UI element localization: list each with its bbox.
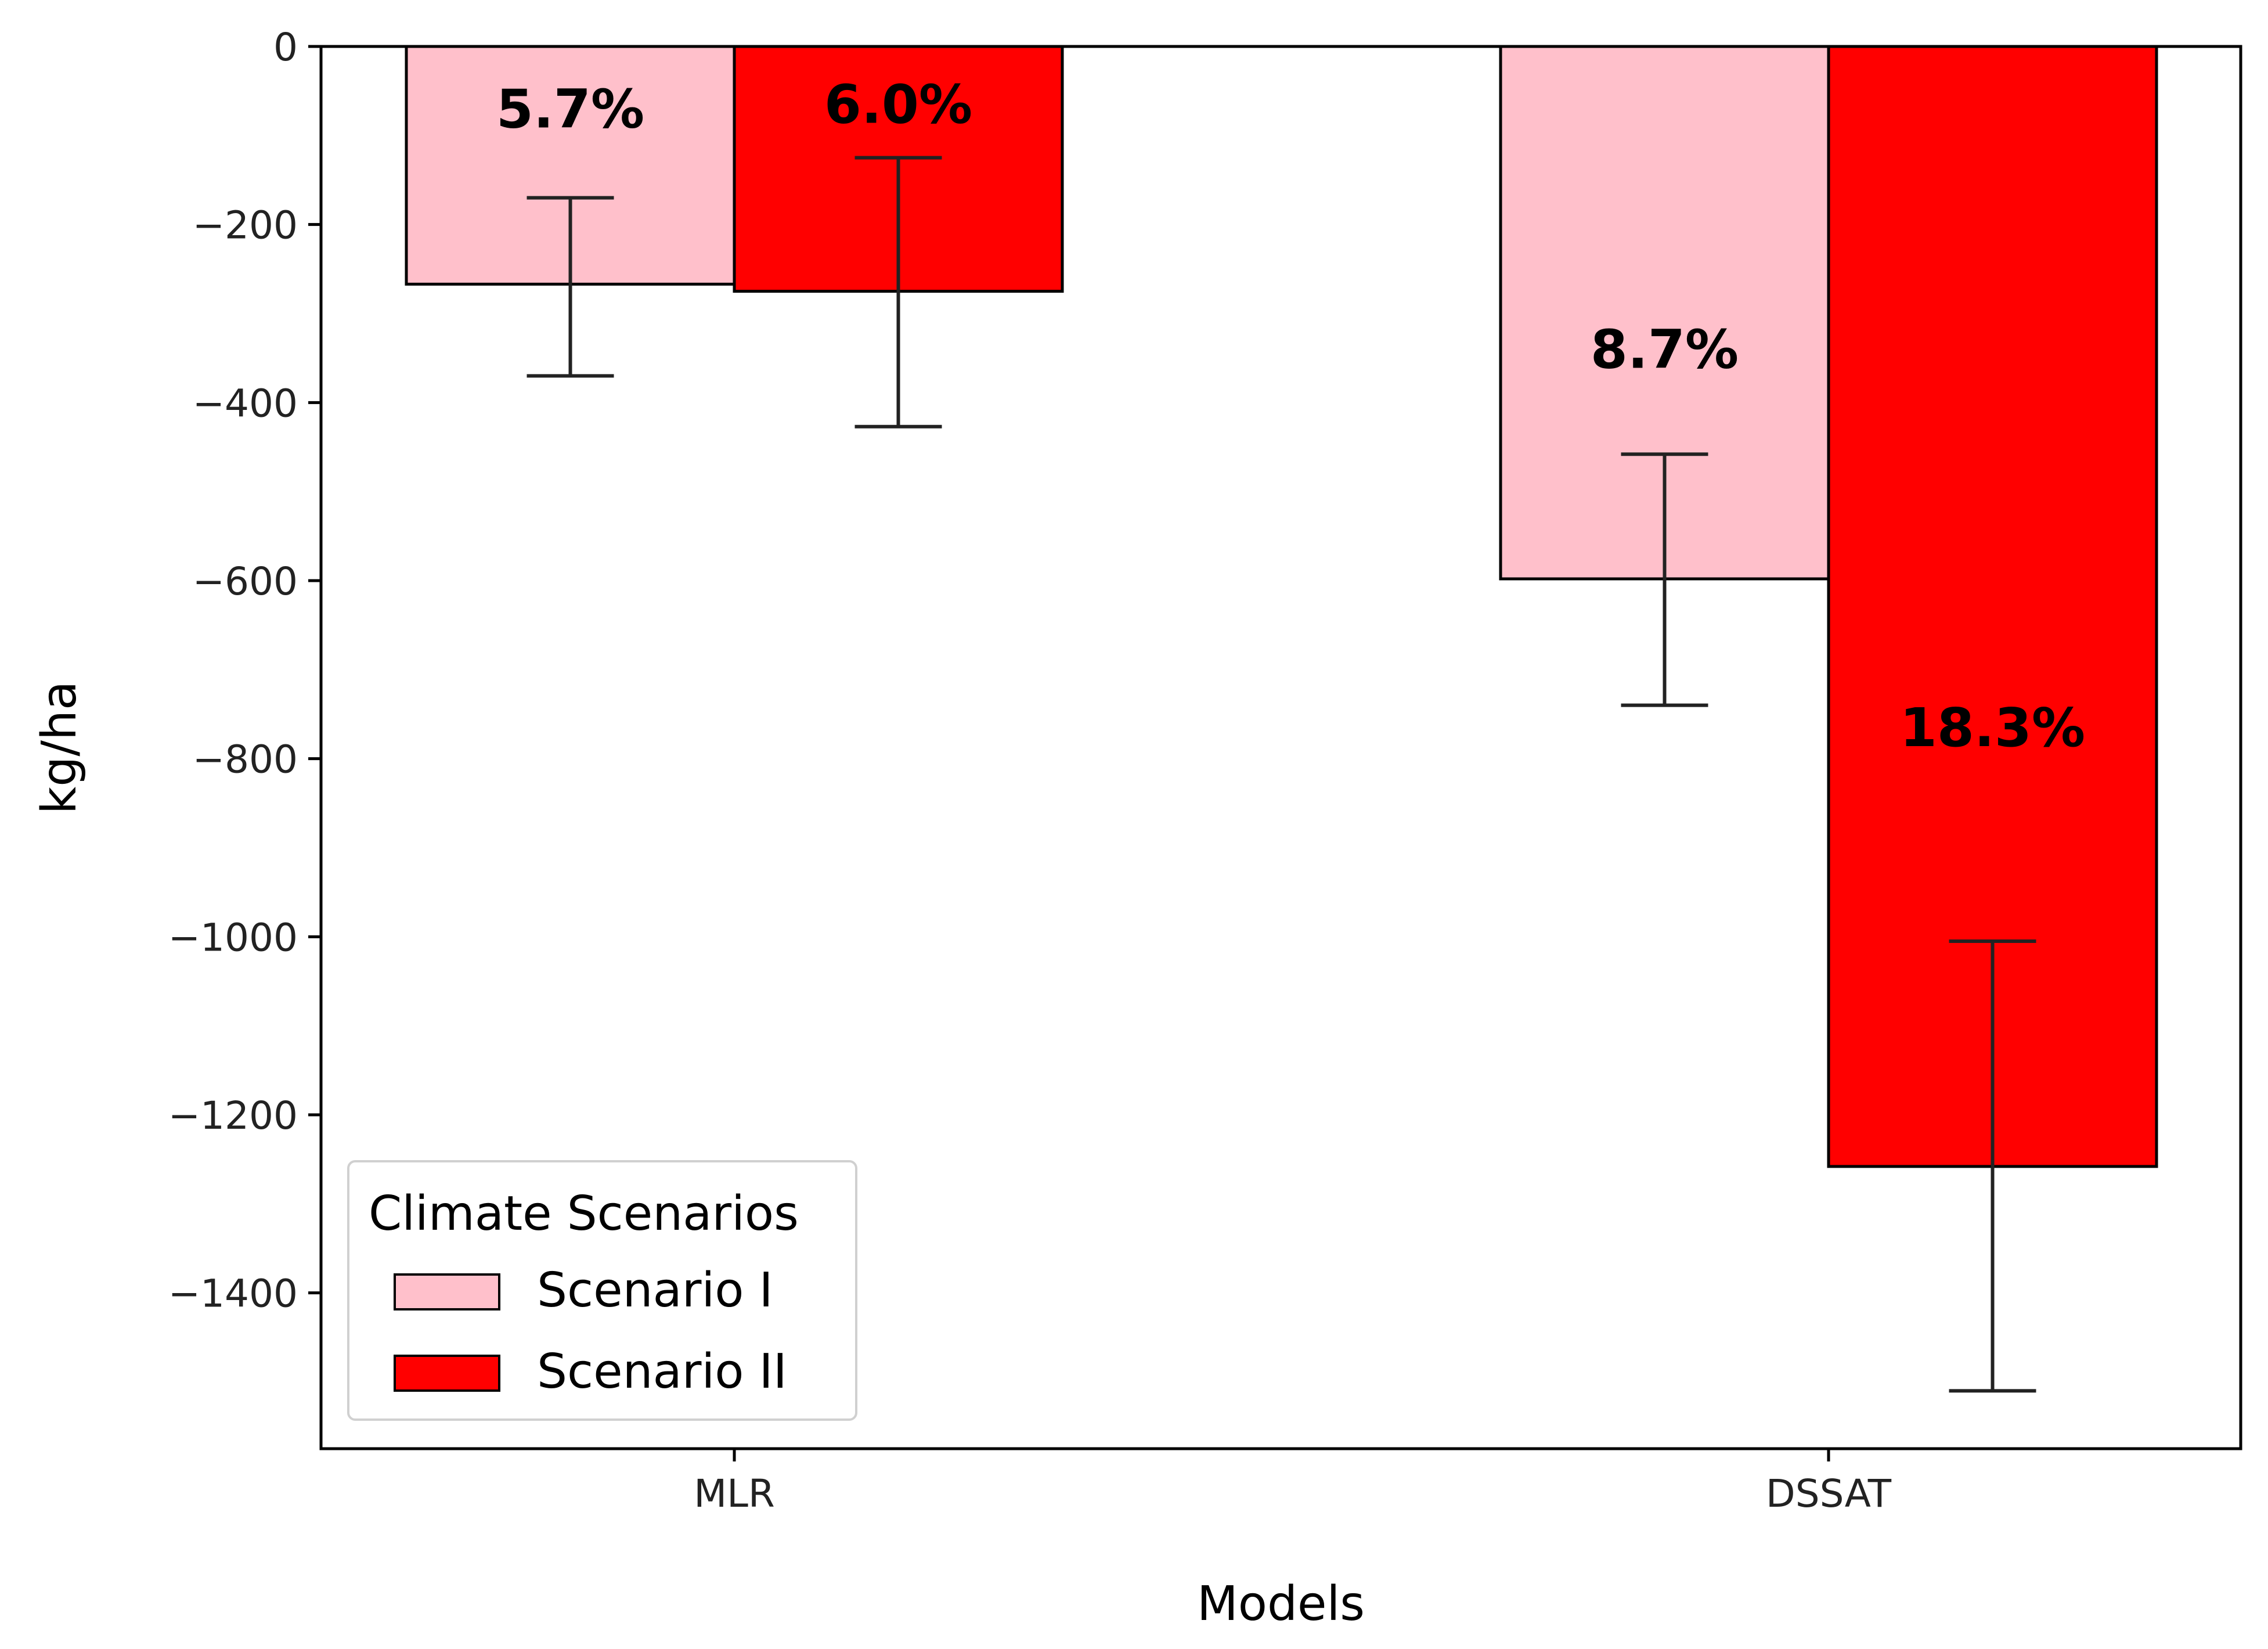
error-bar-dssat-scenario-1 <box>1621 452 1708 707</box>
x-tick-label-dssat: DSSAT <box>1766 1471 1892 1516</box>
y-tick-label: −200 <box>193 203 298 248</box>
y-tick-label: −1400 <box>168 1272 298 1316</box>
legend-label-scenario-2: Scenario II <box>537 1344 787 1399</box>
y-axis: 0 −200 −400 −600 −800 −1000 −1200 −1400 <box>168 25 321 1316</box>
x-axis: MLR DSSAT <box>694 1449 1892 1516</box>
y-tick-label: −1200 <box>168 1093 298 1138</box>
y-tick-label: −400 <box>193 381 298 426</box>
value-label-dssat-scenario-1: 8.7% <box>1591 318 1739 380</box>
legend-title: Climate Scenarios <box>369 1186 799 1241</box>
value-label-mlr-scenario-2: 6.0% <box>824 74 972 136</box>
legend: Climate Scenarios Scenario I Scenario II <box>347 1160 857 1421</box>
error-bar-mlr-scenario-2 <box>854 156 942 429</box>
y-tick-label: −600 <box>193 559 298 604</box>
y-tick-label: 0 <box>273 25 298 70</box>
error-bar-mlr-scenario-1 <box>527 196 614 378</box>
x-axis-label: Models <box>1197 1576 1365 1632</box>
y-axis-label: kg/ha <box>32 681 87 814</box>
value-label-mlr-scenario-1: 5.7% <box>496 78 644 140</box>
value-label-dssat-scenario-2: 18.3% <box>1900 697 2085 759</box>
y-tick-label: −1000 <box>168 915 298 960</box>
legend-swatch-scenario-2 <box>394 1355 500 1392</box>
x-tick-label-mlr: MLR <box>694 1471 775 1516</box>
plot-area-frame <box>319 45 2242 1450</box>
legend-swatch-scenario-1 <box>394 1273 500 1310</box>
error-bar-dssat-scenario-2 <box>1949 939 2036 1393</box>
y-tick-label: −800 <box>193 737 298 782</box>
legend-label-scenario-1: Scenario I <box>537 1263 773 1318</box>
